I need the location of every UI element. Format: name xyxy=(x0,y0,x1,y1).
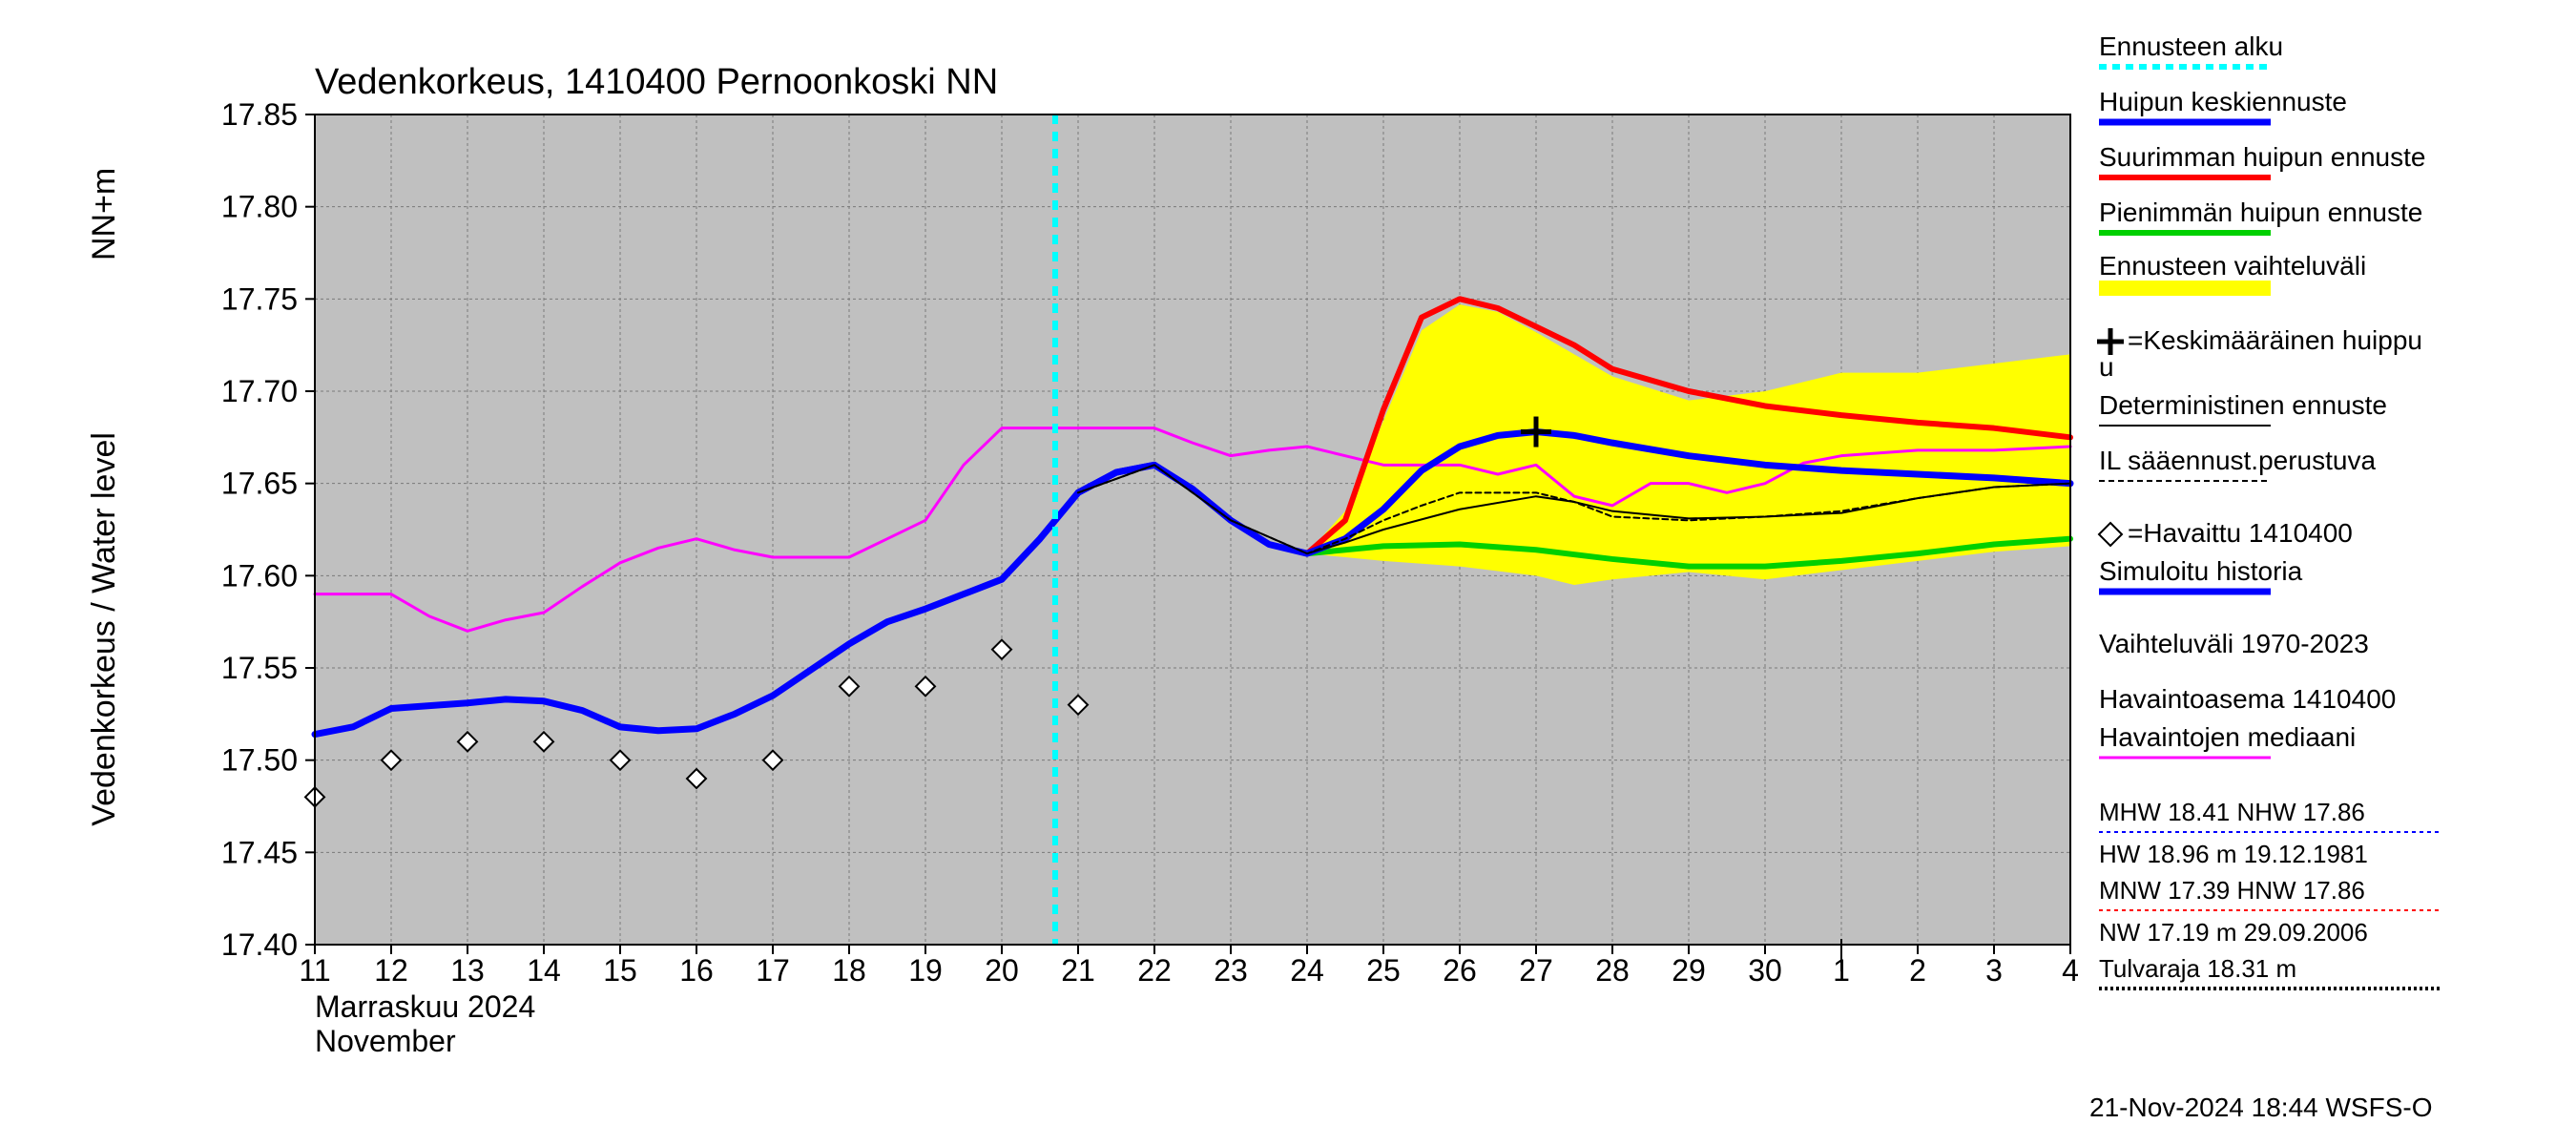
svg-text:IL sääennust.perustuva: IL sääennust.perustuva xyxy=(2099,446,2376,475)
svg-text:=Keskimääräinen huippu: =Keskimääräinen huippu xyxy=(2128,325,2422,355)
svg-text:15: 15 xyxy=(603,953,637,988)
svg-text:17.45: 17.45 xyxy=(221,835,298,869)
svg-text:17.55: 17.55 xyxy=(221,651,298,685)
svg-text:November: November xyxy=(315,1024,456,1058)
svg-text:27: 27 xyxy=(1519,953,1553,988)
svg-text:16: 16 xyxy=(679,953,714,988)
svg-text:17.65: 17.65 xyxy=(221,467,298,501)
svg-text:NW 17.19 m 29.09.2006: NW 17.19 m 29.09.2006 xyxy=(2099,918,2368,947)
svg-text:1: 1 xyxy=(1833,953,1850,988)
svg-text:17.70: 17.70 xyxy=(221,374,298,408)
svg-text:22: 22 xyxy=(1137,953,1172,988)
svg-text:Simuloitu historia: Simuloitu historia xyxy=(2099,556,2303,586)
svg-text:Tulvaraja 18.31 m: Tulvaraja 18.31 m xyxy=(2099,954,2296,983)
svg-text:3: 3 xyxy=(1985,953,2003,988)
svg-text:21-Nov-2024 18:44 WSFS-O: 21-Nov-2024 18:44 WSFS-O xyxy=(2089,1093,2433,1122)
svg-text:2: 2 xyxy=(1909,953,1926,988)
svg-text:21: 21 xyxy=(1061,953,1095,988)
svg-text:17.50: 17.50 xyxy=(221,743,298,778)
svg-text:MHW 18.41 NHW 17.86: MHW 18.41 NHW 17.86 xyxy=(2099,798,2365,826)
svg-text:Vedenkorkeus, 1410400 Pernoonk: Vedenkorkeus, 1410400 Pernoonkoski NN xyxy=(315,62,998,102)
svg-text:20: 20 xyxy=(985,953,1019,988)
svg-text:NN+m: NN+m xyxy=(86,168,122,260)
svg-text:=Havaittu 1410400: =Havaittu 1410400 xyxy=(2128,518,2353,548)
svg-text:Marraskuu 2024: Marraskuu 2024 xyxy=(315,989,535,1024)
svg-text:26: 26 xyxy=(1443,953,1477,988)
svg-text:24: 24 xyxy=(1290,953,1324,988)
svg-text:25: 25 xyxy=(1366,953,1401,988)
svg-text:28: 28 xyxy=(1595,953,1630,988)
svg-text:17.80: 17.80 xyxy=(221,190,298,224)
svg-text:Ennusteen alku: Ennusteen alku xyxy=(2099,31,2283,61)
svg-text:17: 17 xyxy=(756,953,790,988)
svg-text:17.85: 17.85 xyxy=(221,97,298,132)
svg-text:u: u xyxy=(2099,352,2114,382)
svg-text:Huipun keskiennuste: Huipun keskiennuste xyxy=(2099,87,2347,116)
svg-text:MNW 17.39 HNW 17.86: MNW 17.39 HNW 17.86 xyxy=(2099,876,2365,905)
svg-text:23: 23 xyxy=(1214,953,1248,988)
svg-text:18: 18 xyxy=(832,953,866,988)
svg-text:4: 4 xyxy=(2062,953,2079,988)
svg-text:Vaihteluväli 1970-2023: Vaihteluväli 1970-2023 xyxy=(2099,629,2369,658)
chart-svg: 17.40 17.45 17.50 17.55 17.60 17.65 17.70 17.75… xyxy=(29,19,2547,1126)
svg-text:Deterministinen ennuste: Deterministinen ennuste xyxy=(2099,390,2387,420)
svg-text:Ennusteen vaihteluväli: Ennusteen vaihteluväli xyxy=(2099,251,2366,281)
svg-text:13: 13 xyxy=(450,953,485,988)
svg-text:19: 19 xyxy=(908,953,943,988)
svg-text:17.75: 17.75 xyxy=(221,281,298,316)
svg-text:Havaintojen mediaani: Havaintojen mediaani xyxy=(2099,722,2356,752)
svg-text:Vedenkorkeus / Water level: Vedenkorkeus / Water level xyxy=(86,432,122,826)
svg-text:14: 14 xyxy=(527,953,561,988)
svg-text:17.60: 17.60 xyxy=(221,558,298,593)
svg-text:11: 11 xyxy=(299,953,330,988)
svg-text:29: 29 xyxy=(1672,953,1706,988)
svg-text:12: 12 xyxy=(374,953,408,988)
svg-text:Pienimmän huipun ennuste: Pienimmän huipun ennuste xyxy=(2099,198,2422,227)
svg-text:HW 18.96 m 19.12.1981: HW 18.96 m 19.12.1981 xyxy=(2099,840,2368,868)
svg-text:Suurimman huipun ennuste: Suurimman huipun ennuste xyxy=(2099,142,2425,172)
svg-text:Havaintoasema 1410400: Havaintoasema 1410400 xyxy=(2099,684,2396,714)
svg-text:17.40: 17.40 xyxy=(221,927,298,962)
svg-text:30: 30 xyxy=(1748,953,1782,988)
water-level-chart: 17.40 17.45 17.50 17.55 17.60 17.65 17.70 17.75… xyxy=(29,19,2547,1126)
